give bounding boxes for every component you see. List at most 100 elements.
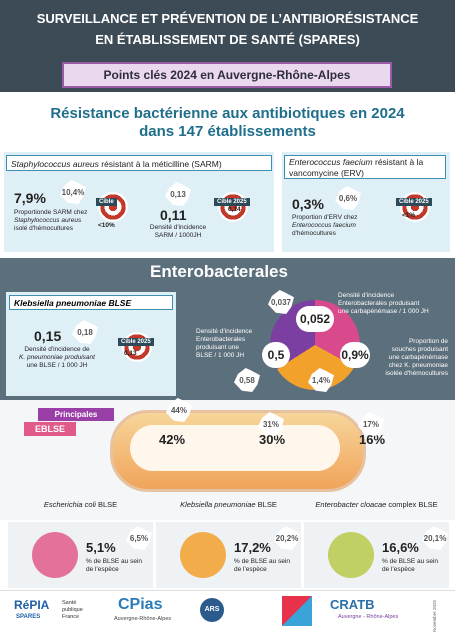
label-line: Proportion de [408,338,448,345]
species-name: Klebsiella pneumoniae BLSE [156,500,301,509]
target-icon [400,192,430,222]
label-line: Enterobacterales [196,336,246,343]
label: Densité d'incidence Enterobacterales produ… [196,328,252,360]
label-line: une BLSE / 1 000 JH [26,362,88,369]
target-value: 0,13 [124,350,137,357]
subtitle: Points clés 2024 en Auvergne-Rhône-Alpes [62,62,392,88]
label: Densité d'incidence de K. pneumoniae prod… [12,346,102,370]
rate-label: % de BLSE au sein de l'espèce [86,558,142,574]
logo: CRATB [330,597,375,612]
value: 7,9% [14,190,46,206]
label-line: Enterococcus faecium [292,222,356,229]
badge: Principales [38,408,114,421]
label-line: une carbapénémase [388,354,448,361]
germ-icon [328,532,374,578]
label-line: Densité d'incidence [196,328,253,335]
logo: ARS [200,598,224,622]
rate-label: % de BLSE au sein de l'espèce [234,558,290,574]
rate: 16,6% [382,540,419,555]
label-line: Densité d'incidence de [24,346,90,353]
label-line: Proportionde SARM chez [14,209,88,216]
value: 0,3% [292,196,324,212]
label-line: Staphylococcus aureus [14,217,82,224]
label-line: Enterobacterales produisant [338,300,420,307]
rate: 17,2% [234,540,271,555]
label-line: % de BLSE au sein [234,558,291,565]
name-rest: BLSE [255,500,277,509]
target-label: Cible [96,198,117,206]
logo: SPARES [16,614,41,620]
logo: Auvergne-Rhône-Alpes [114,616,172,622]
logo: Santé publique France [62,600,83,620]
title-rest: résistant à la vancomycine (ERV) [289,157,424,178]
logo-icon [282,596,312,626]
target-label: Cible 2025 [396,198,432,206]
logo: Auvergne - Rhône-Alpes [338,614,399,620]
label-line: chez K. pneumoniae [388,362,448,369]
label: Proportionde SARM chez Staphylococcus aur… [14,209,87,233]
target-label: Cible 2025 [118,338,154,346]
target-label: Cible 2025 [214,198,250,206]
rate-label: % de BLSE au sein de l'espèce [382,558,438,574]
target-value: <1% [402,212,416,219]
label-line: de l'espèce [234,566,267,573]
label-line: K. pneumoniae produisant [19,354,95,361]
germ-icon [180,532,226,578]
name-italic: Escherichia coli [43,500,96,509]
label-line: d'hémocultures [292,230,336,237]
rate: 5,1% [86,540,116,555]
value: 0,5 [262,342,290,368]
label-line: produisant une [196,344,240,351]
title-italic: Enterococcus faecium [289,157,373,167]
species-name: Enterobacter cloacae complex BLSE [304,500,449,509]
label-line: Proportion d'ERV chez [292,214,358,221]
label-line: isolé d'hémocultures [14,225,74,232]
date: Novembre 2025 [432,600,437,633]
target-value: 0,14 [228,206,241,213]
share: 42% [158,432,186,447]
section-title-line: Résistance bactérienne aux antibiotiques… [50,105,405,122]
name-rest: BLSE [95,500,118,509]
label-line: de l'espèce [382,566,415,573]
name-italic: Enterobacter cloacae [315,500,387,509]
label: Proportion de souches produisant une carba… [376,338,448,378]
sarm-title: Staphylococcus aureus résistant à la mét… [6,155,272,171]
value: 0,052 [296,306,334,332]
label-line: SARM / 1000JH [154,232,202,239]
value: 0,15 [34,328,62,344]
value: 0,11 [160,207,187,223]
label: Proportion d'ERV chez Enterococcus faeciu… [292,214,357,238]
label-line: de l'espèce [86,566,119,573]
title: SURVEILLANCE ET PRÉVENTION DE L’ANTIBIOR… [0,8,455,50]
label-line: souches produisant [391,346,448,353]
logo: CPias [118,596,163,613]
label: Densité d'incidence Enterobacterales prod… [338,292,429,316]
label-line: une carbapénémase / 1 000 JH [338,308,429,315]
species-name: Escherichia coli BLSE [8,500,153,509]
target-value: <10% [98,222,115,229]
target-icon [98,192,128,222]
target-icon [218,192,248,222]
footer [0,590,455,636]
label-line: % de BLSE au sein [86,558,143,565]
section-title-line: dans 147 établissements [139,123,316,140]
label-line: Densité d'incidence [338,292,395,299]
kp-title: Klebsiella pneumoniae BLSE [9,295,173,310]
bacterium-inner [130,425,340,471]
label-line: BLSE / 1 000 JH [196,352,245,359]
label-line: isolée d'hémocultures [385,370,448,377]
title-rest: résistant à la méticilline (SARM) [98,159,222,169]
badge: EBLSE [24,422,76,436]
share: 16% [358,432,386,447]
logo: RéPIA [14,598,50,612]
germ-icon [32,532,78,578]
section-title: Résistance bactérienne aux antibiotiques… [0,105,455,141]
title-line: EN ÉTABLISSEMENT DE SANTÉ (SPARES) [95,32,360,47]
value: 0,9% [340,342,370,368]
title-italic: Staphylococcus aureus [11,159,99,169]
entero-title: Enterobacterales [150,262,288,281]
target-icon [122,332,152,362]
label-line: Densité d'incidence [149,224,207,231]
name-italic: Klebsiella pneumoniae [180,500,256,509]
